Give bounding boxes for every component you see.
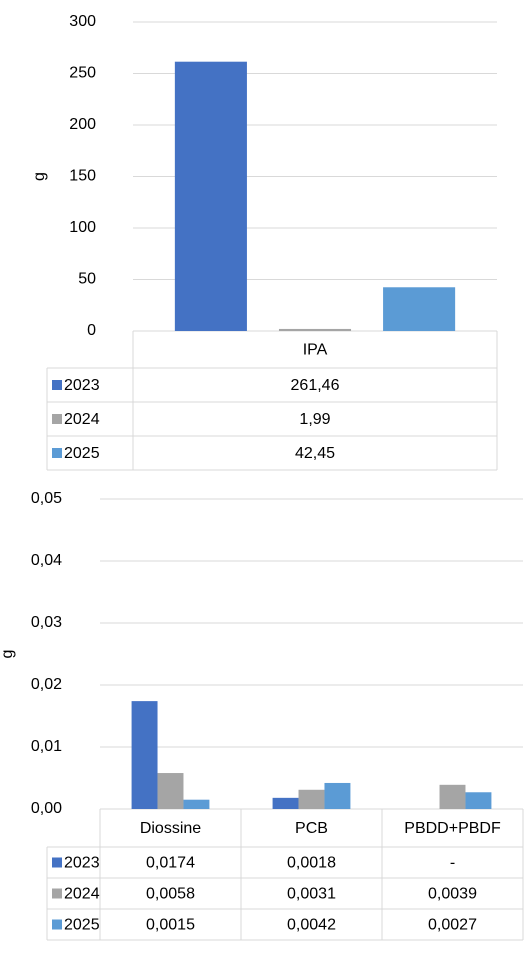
y-tick-label: 0,01 xyxy=(31,738,62,755)
y-tick-label: 300 xyxy=(69,13,96,30)
table-value: 1,99 xyxy=(299,411,330,428)
legend-label: 2023 xyxy=(64,377,100,394)
table-value: 0,0018 xyxy=(287,855,336,872)
y-axis-label: g xyxy=(31,172,48,181)
y-tick-label: 0 xyxy=(87,322,96,339)
y-tick-label: 150 xyxy=(69,168,96,185)
table-value: 261,46 xyxy=(291,377,340,394)
bar xyxy=(439,784,466,809)
y-tick-label: 0,04 xyxy=(31,552,62,569)
legend-label: 2025 xyxy=(64,917,100,934)
category-label: PBDD+PBDF xyxy=(404,820,501,837)
bar xyxy=(278,328,352,331)
y-tick-label: 0,03 xyxy=(31,614,62,631)
y-tick-label: 0,02 xyxy=(31,676,62,693)
y-tick-label: 0,00 xyxy=(31,800,62,817)
table-value: 0,0027 xyxy=(428,917,477,934)
bar xyxy=(174,61,247,332)
legend-label: 2023 xyxy=(64,855,100,872)
category-label: PCB xyxy=(295,820,328,837)
bar xyxy=(131,701,158,809)
chart-lines xyxy=(46,498,524,941)
bar xyxy=(157,773,184,809)
legend-swatch xyxy=(52,888,62,899)
legend-label: 2024 xyxy=(64,411,100,428)
table-value: 42,45 xyxy=(295,445,335,462)
table-value: 0,0042 xyxy=(287,917,336,934)
bar xyxy=(272,797,299,809)
legend-swatch xyxy=(52,414,62,424)
y-tick-label: 0,05 xyxy=(31,490,62,507)
bar xyxy=(383,287,456,331)
table-value: 0,0031 xyxy=(287,886,336,903)
y-tick-label: 100 xyxy=(69,219,96,236)
legend-label: 2025 xyxy=(64,445,100,462)
y-axis-label: g xyxy=(0,650,16,659)
y-tick-label: 200 xyxy=(69,116,96,133)
legend-label: 2024 xyxy=(64,886,100,903)
category-label: Diossine xyxy=(140,820,201,837)
legend-swatch xyxy=(52,448,62,458)
table-value: 0,0039 xyxy=(428,886,477,903)
bar xyxy=(324,782,351,809)
y-tick-label: 50 xyxy=(78,271,96,288)
bar xyxy=(183,799,210,809)
y-tick-label: 250 xyxy=(69,65,96,82)
legend-swatch xyxy=(52,380,62,390)
bar xyxy=(298,789,325,809)
table-value: 0,0015 xyxy=(146,917,195,934)
legend-swatch xyxy=(52,857,62,868)
bar xyxy=(465,792,492,809)
legend-swatch xyxy=(52,919,62,930)
table-value: 0,0174 xyxy=(146,855,195,872)
chart-lines xyxy=(46,21,498,471)
table-value: 0,0058 xyxy=(146,886,195,903)
table-value: - xyxy=(450,855,455,872)
category-label: IPA xyxy=(303,342,328,359)
